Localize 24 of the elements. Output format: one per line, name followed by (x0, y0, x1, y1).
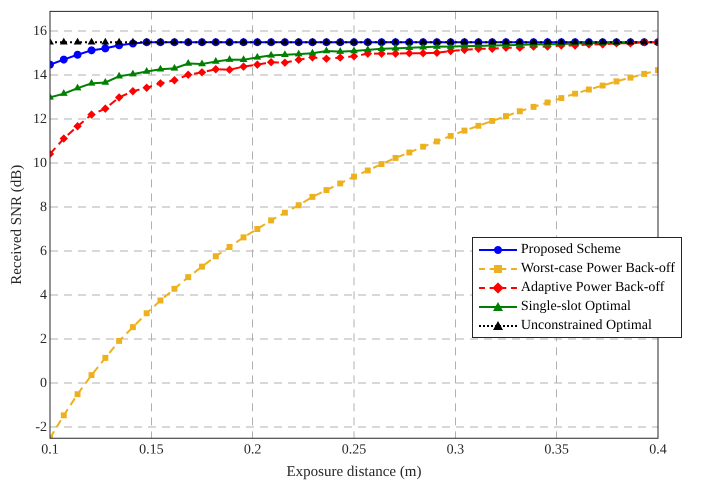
legend-label: Proposed Scheme (520, 241, 621, 259)
legend-label: Unconstrained Optimal (520, 317, 652, 335)
x-tick-label: 0.2 (244, 442, 262, 458)
legend-label: Single-slot Optimal (520, 298, 631, 316)
x-tick-label: 0.35 (544, 442, 569, 458)
y-tick-label: -2 (35, 420, 47, 435)
y-tick-label: 2 (40, 332, 47, 347)
y-tick-label: 6 (40, 244, 47, 259)
y-tick-label: 10 (33, 156, 47, 171)
y-tick-label: 0 (40, 376, 47, 391)
y-tick-label: 14 (33, 68, 47, 83)
y-tick-label: 4 (40, 288, 47, 303)
y-axis-title: Received SNR (dB) (8, 164, 25, 285)
x-tick-label: 0.15 (139, 442, 164, 458)
x-tick-label: 0.4 (649, 442, 667, 458)
y-tick-label: 12 (33, 112, 47, 127)
y-tick-label: 16 (33, 24, 47, 39)
legend-label: Adaptive Power Back-off (520, 279, 664, 297)
x-tick-label: 0.1 (41, 442, 59, 458)
x-axis-title: Exposure distance (m) (286, 464, 422, 480)
x-tick-label: 0.25 (342, 442, 366, 458)
y-tick-label: 8 (40, 200, 47, 215)
x-tick-label: 0.3 (446, 442, 464, 458)
legend-label: Worst-case Power Back-off (520, 260, 675, 278)
